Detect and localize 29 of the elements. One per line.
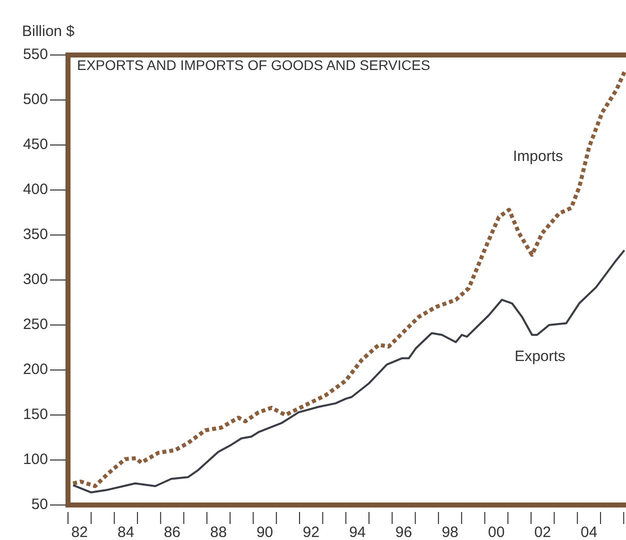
x-tick-label: 86: [164, 524, 181, 540]
x-tick-label: 00: [488, 524, 505, 540]
y-tick-label: 550: [22, 46, 48, 63]
y-tick-label: 350: [22, 226, 48, 243]
x-tick-label: 04: [580, 524, 598, 540]
x-tick-label: 92: [302, 524, 320, 540]
y-tick-label: 400: [22, 180, 48, 198]
y-tick-label: 450: [22, 136, 48, 153]
series-label: Exports: [514, 348, 566, 365]
series-label: Imports: [512, 148, 564, 165]
line-series: [71, 70, 626, 488]
chart-title: EXPORTS AND IMPORTS OF GOODS AND SERVICES: [77, 57, 430, 73]
y-tick-label: 250: [22, 316, 48, 333]
x-tick-label: 94: [349, 524, 366, 540]
x-tick-label: 84: [118, 524, 134, 540]
x-tick-label: 82: [71, 524, 88, 540]
x-tick-label: 90: [256, 524, 274, 540]
y-tick-label: 150: [22, 406, 48, 423]
y-axis-title: Billion $: [22, 23, 76, 40]
y-tick-label: 300: [22, 270, 48, 288]
x-tick-label: 96: [395, 524, 412, 540]
y-tick-label: 500: [22, 90, 48, 108]
y-tick-label: 100: [22, 450, 48, 468]
line-series: [72, 249, 626, 494]
y-tick-label: 200: [22, 360, 48, 378]
x-tick-label: 02: [534, 524, 551, 540]
y-tick-label: 50: [31, 496, 48, 513]
x-tick-label: 88: [210, 524, 227, 540]
x-tick-label: 98: [442, 524, 458, 540]
